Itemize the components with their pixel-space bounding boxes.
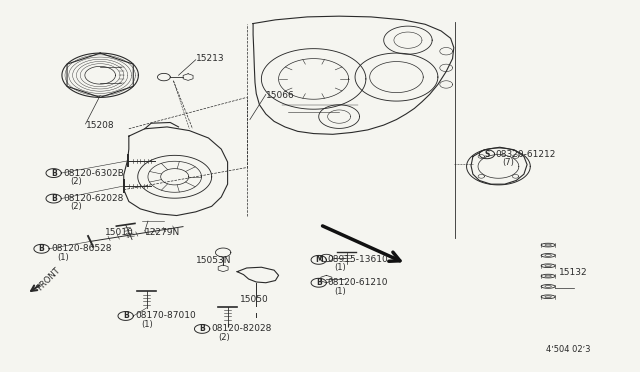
Text: 08120-82028: 08120-82028 <box>212 324 272 333</box>
Text: (1): (1) <box>334 287 346 296</box>
Ellipse shape <box>541 274 555 278</box>
Text: 08120-6302B: 08120-6302B <box>64 169 125 177</box>
Text: B: B <box>123 311 129 320</box>
Text: 4ʼ504 02ʼ3: 4ʼ504 02ʼ3 <box>546 345 591 354</box>
Text: 08120-61210: 08120-61210 <box>328 278 388 287</box>
Ellipse shape <box>541 295 555 299</box>
Text: 15053N: 15053N <box>196 256 231 265</box>
Ellipse shape <box>541 264 555 267</box>
Text: 08170-87010: 08170-87010 <box>135 311 196 320</box>
Text: 15132: 15132 <box>559 268 588 277</box>
Text: S: S <box>484 150 490 159</box>
Text: 15066: 15066 <box>266 91 294 100</box>
Ellipse shape <box>541 254 555 257</box>
Text: (7): (7) <box>502 158 514 167</box>
Text: (1): (1) <box>334 263 346 272</box>
Text: M: M <box>315 255 323 264</box>
Text: 15213: 15213 <box>196 54 225 63</box>
Text: B: B <box>199 324 205 333</box>
Text: 15010: 15010 <box>104 228 133 237</box>
Text: 08320-61212: 08320-61212 <box>496 150 556 159</box>
Text: 08120-86528: 08120-86528 <box>51 244 111 253</box>
Text: 12279N: 12279N <box>145 228 180 237</box>
Text: B: B <box>51 169 56 177</box>
Text: (1): (1) <box>141 320 154 329</box>
Text: 08120-62028: 08120-62028 <box>64 194 124 203</box>
Text: (2): (2) <box>70 202 82 211</box>
Ellipse shape <box>541 243 555 247</box>
Text: B: B <box>51 194 56 203</box>
Text: (1): (1) <box>58 253 69 262</box>
Text: (2): (2) <box>218 333 230 342</box>
Text: 15050: 15050 <box>241 295 269 304</box>
Text: FRONT: FRONT <box>35 266 62 292</box>
Text: (2): (2) <box>70 177 82 186</box>
Text: B: B <box>316 278 322 287</box>
Text: 15208: 15208 <box>86 121 114 129</box>
Text: B: B <box>38 244 44 253</box>
Ellipse shape <box>541 285 555 288</box>
Text: 08915-13610: 08915-13610 <box>328 255 388 264</box>
